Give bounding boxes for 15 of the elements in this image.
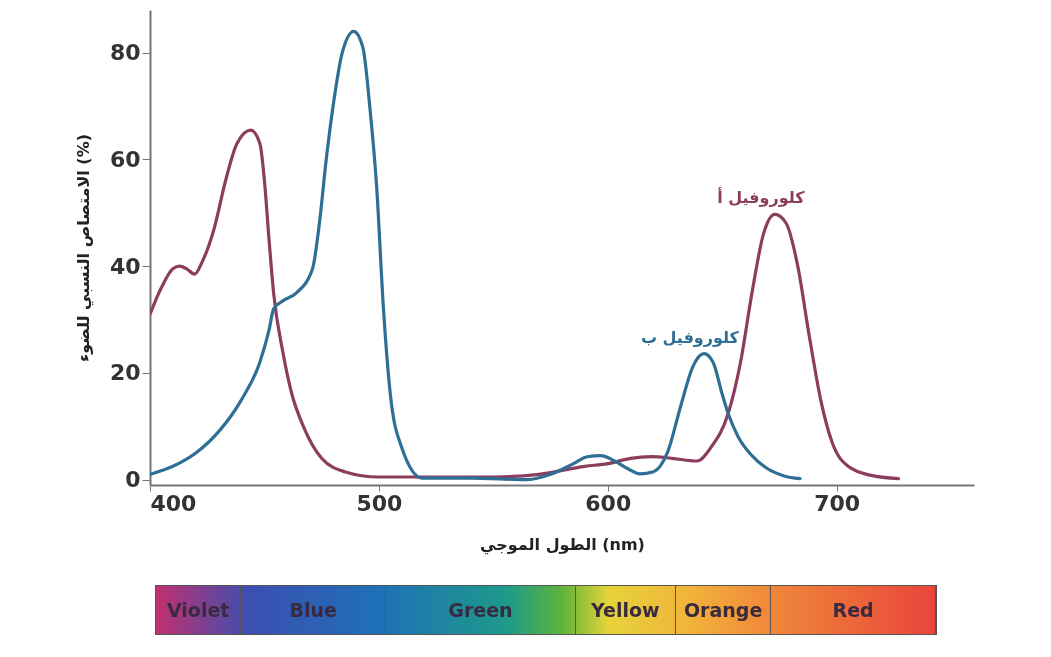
color-spectrum-strip: Violet Blue Green Yellow Orange Red <box>155 585 937 635</box>
y-tick-label: 80 <box>109 40 141 66</box>
y-tick-label: 60 <box>109 146 141 172</box>
series-label: كلوروفيل أ <box>717 187 806 208</box>
series-label: كلوروفيل ب <box>640 327 740 347</box>
y-tick-label: 0 <box>125 467 141 493</box>
x-tick-label: 700 <box>814 490 861 516</box>
y-axis-title: الامتصاص النسبي للضوء (%) <box>73 133 94 363</box>
x-axis-title: الطول الموجي (nm) <box>480 534 645 555</box>
y-tick-label: 20 <box>109 360 141 386</box>
line-series <box>150 128 901 481</box>
x-tick-label: 500 <box>356 490 403 516</box>
x-tick-label: 400 <box>150 490 197 516</box>
y-tick-label: 40 <box>109 253 141 279</box>
x-tick-label: 600 <box>585 490 632 516</box>
